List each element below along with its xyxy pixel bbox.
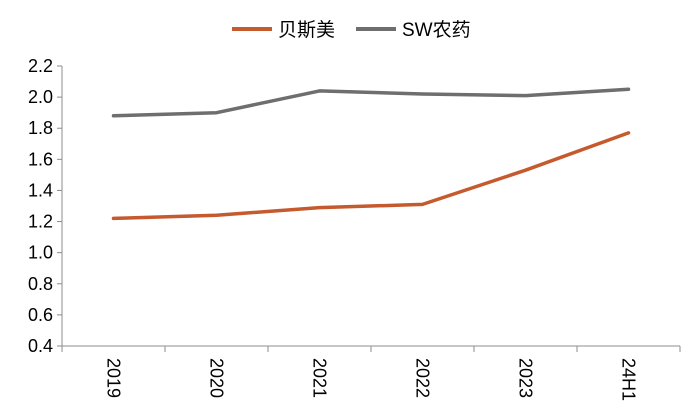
x-tick-label: 2023	[516, 358, 536, 398]
x-tick-label: 2020	[207, 358, 227, 398]
x-axis-ticks: 2019 2020 2021 2022 2023 24H1	[61, 346, 681, 401]
legend: 贝斯美 SW农药	[232, 19, 471, 41]
y-tick-label: 1.6	[28, 149, 53, 169]
series-line-1	[111, 87, 631, 118]
x-tick-label: 24H1	[619, 358, 639, 401]
x-tick-label: 2022	[413, 358, 433, 398]
series-lines	[111, 87, 631, 221]
y-tick-label: 0.6	[28, 305, 53, 325]
y-axis-ticks: 0.4 0.6 0.8 1.0 1.2 1.4 1.6 1.8 2.0 2.2	[28, 56, 62, 356]
y-tick-label: 0.8	[28, 274, 53, 294]
x-tick-label: 2021	[310, 358, 330, 398]
legend-label-series-0: 贝斯美	[278, 19, 335, 41]
y-tick-label: 2.0	[28, 87, 53, 107]
legend-label-series-1: SW农药	[402, 19, 471, 41]
y-tick-label: 1.4	[28, 180, 53, 200]
y-tick-label: 0.4	[28, 336, 53, 356]
series-line-0	[111, 131, 631, 221]
y-tick-label: 2.2	[28, 56, 53, 76]
y-tick-label: 1.8	[28, 118, 53, 138]
x-tick-label: 2019	[104, 358, 124, 398]
y-tick-label: 1.0	[28, 243, 53, 263]
y-tick-label: 1.2	[28, 212, 53, 232]
